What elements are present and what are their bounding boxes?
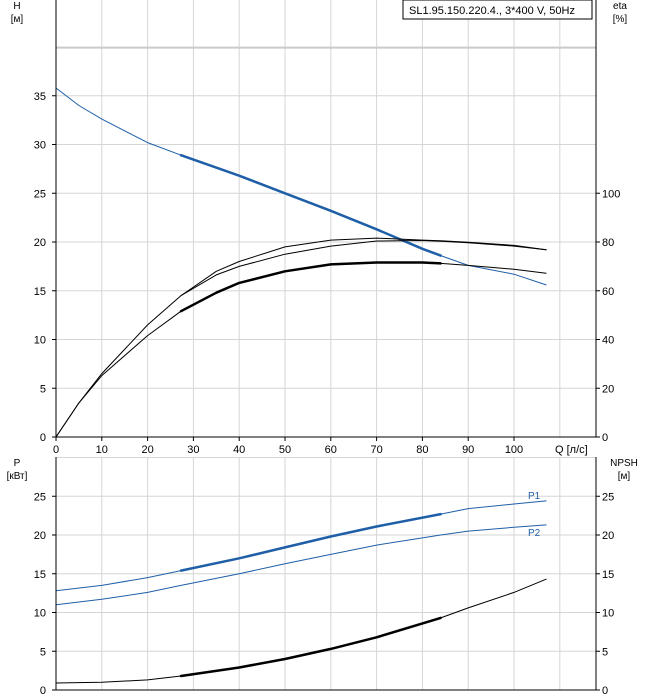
right-tick-label: 5 <box>602 646 608 658</box>
left-tick-label: 30 <box>34 140 46 152</box>
p1-series-label: P1 <box>528 491 541 502</box>
p-axis-label: P <box>14 458 21 469</box>
curve-line <box>55 500 547 592</box>
x-tick-label: 30 <box>187 444 199 456</box>
left-tick-label: 35 <box>34 91 46 103</box>
series-layer <box>55 87 547 684</box>
axis-layer <box>52 0 600 691</box>
p2-series-label: P2 <box>528 528 541 539</box>
h-axis-unit: [м] <box>11 14 24 25</box>
curve-line <box>55 262 547 438</box>
x-tick-label: 10 <box>96 444 108 456</box>
x-tick-label: 50 <box>279 444 291 456</box>
right-tick-label: 40 <box>602 335 614 347</box>
right-tick-label: 0 <box>602 685 608 697</box>
x-tick-label: 0 <box>53 444 59 456</box>
curve-line <box>180 240 547 297</box>
x-tick-label: 40 <box>233 444 245 456</box>
right-tick-label: 10 <box>602 608 614 620</box>
left-tick-label: 5 <box>40 646 46 658</box>
left-tick-label: 0 <box>40 685 46 697</box>
curve-line <box>179 512 442 572</box>
curve-line <box>179 153 442 257</box>
title-box-frame <box>402 0 593 20</box>
left-tick-label: 0 <box>40 432 46 444</box>
curve-line <box>179 616 442 678</box>
right-tick-label: 100 <box>602 188 620 200</box>
x-tick-label: 90 <box>462 444 474 456</box>
chart-title: SL1.95.150.220.4., 3*400 V, 50Hz <box>409 5 575 17</box>
p-axis-unit: [кВт] <box>7 471 28 482</box>
right-tick-label: 15 <box>602 569 614 581</box>
left-tick-label: 10 <box>34 608 46 620</box>
left-tick-label: 15 <box>34 569 46 581</box>
left-tick-label: 15 <box>34 286 46 298</box>
x-tick-label: 60 <box>325 444 337 456</box>
left-tick-label: 25 <box>34 188 46 200</box>
x-tick-label: 100 <box>505 444 523 456</box>
right-tick-label: 25 <box>602 491 614 503</box>
right-tick-label: 80 <box>602 237 614 249</box>
npsh-axis-unit: [м] <box>618 471 631 482</box>
x-tick-label: 80 <box>416 444 428 456</box>
curve-line <box>55 524 547 606</box>
eta-axis-label: eta <box>613 1 627 12</box>
q-axis-label: Q [л/с] <box>555 444 588 456</box>
right-tick-label: 0 <box>602 432 608 444</box>
title-box: SL1.95.150.220.4., 3*400 V, 50Hz <box>402 0 593 20</box>
npsh-axis-label: NPSH <box>610 458 638 469</box>
left-tick-label: 10 <box>34 335 46 347</box>
right-tick-label: 60 <box>602 286 614 298</box>
left-tick-label: 25 <box>34 491 46 503</box>
grid-layer <box>56 0 596 690</box>
curve-line <box>55 87 547 286</box>
right-tick-label: 20 <box>602 530 614 542</box>
eta-axis-unit: [%] <box>613 14 628 25</box>
x-tick-label: 20 <box>141 444 153 456</box>
curve-line <box>179 261 442 313</box>
right-tick-label: 20 <box>602 383 614 395</box>
left-tick-label: 20 <box>34 530 46 542</box>
left-tick-label: 5 <box>40 383 46 395</box>
tick-layer: 0510152025303502040608010005101520250510… <box>34 91 621 697</box>
h-axis-label: H <box>13 1 20 12</box>
x-tick-label: 70 <box>370 444 382 456</box>
left-tick-label: 20 <box>34 237 46 249</box>
